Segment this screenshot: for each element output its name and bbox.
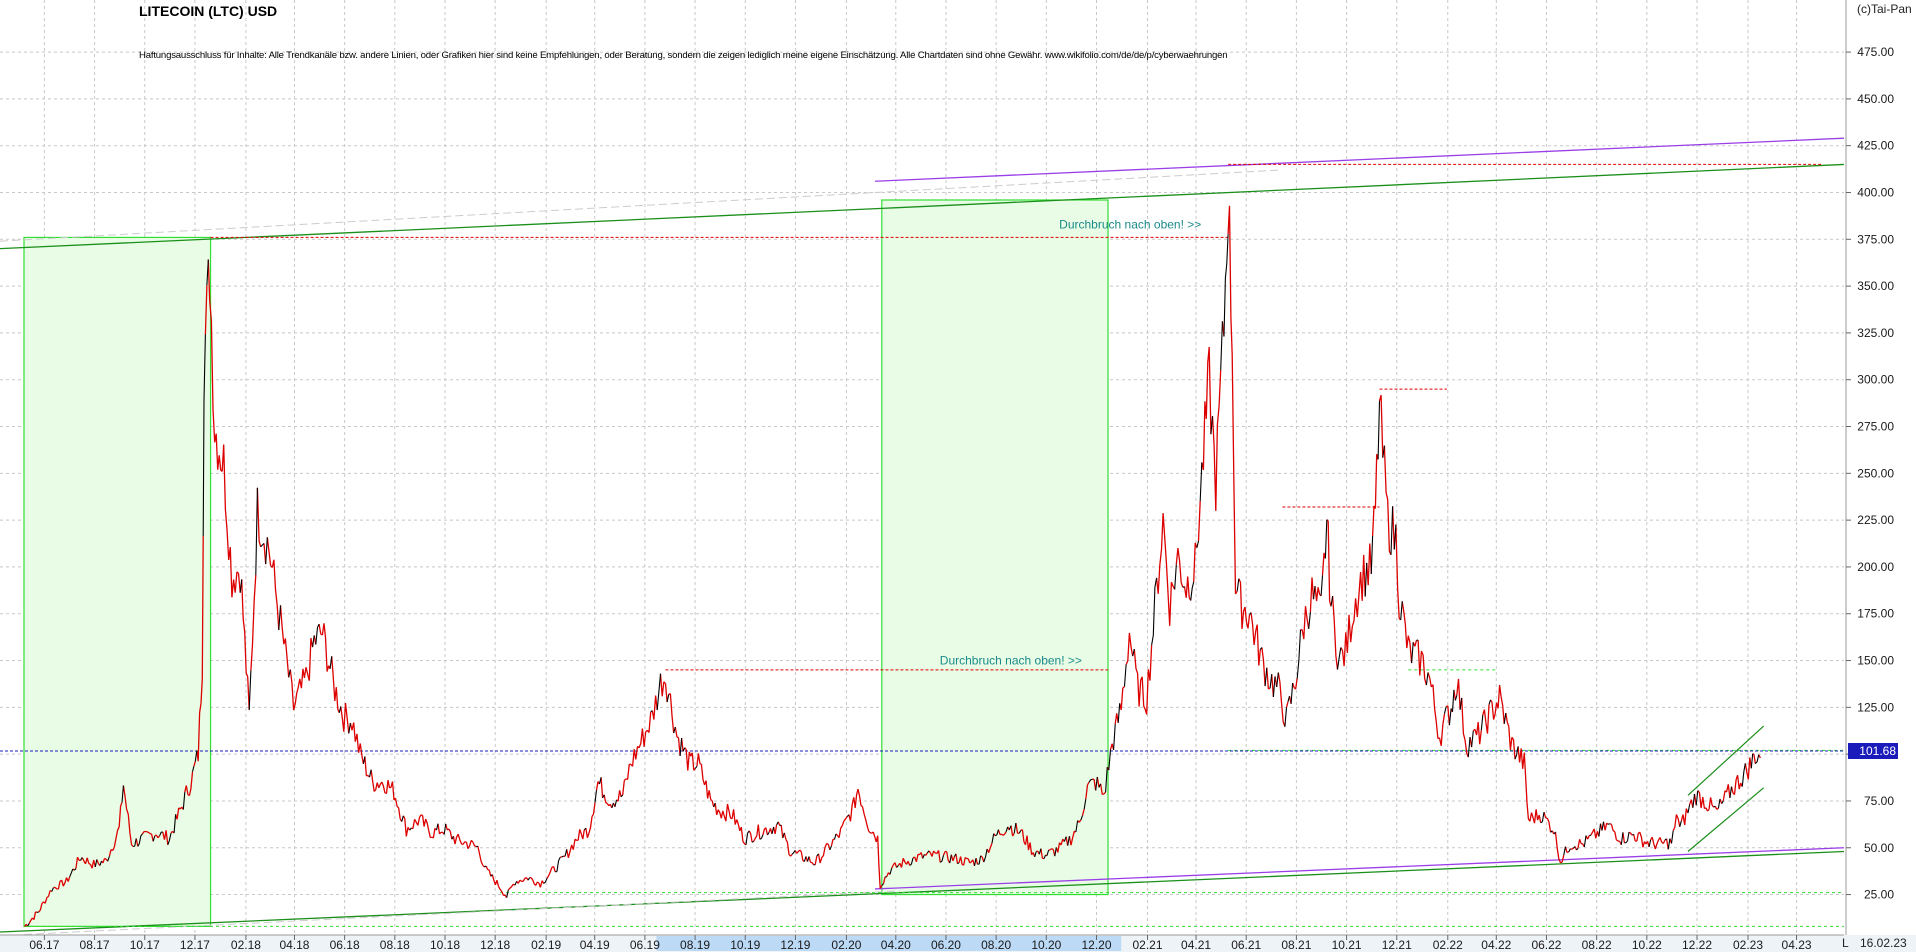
y-tick-label: 300.00 — [1857, 373, 1894, 387]
price-series — [24, 205, 1761, 927]
lower-grey-dashed-line — [4, 890, 901, 935]
annotations: Durchbruch nach oben! >> Durchbruch nach … — [940, 217, 1201, 667]
x-tick-label: 10.19 — [730, 938, 760, 952]
highlight-box-2 — [881, 199, 1109, 896]
y-tick-label: 250.00 — [1857, 466, 1894, 480]
lower-green-trendline — [0, 850, 1844, 933]
y-tick-label: 275.00 — [1857, 420, 1894, 434]
y-tick-label: 475.00 — [1857, 45, 1894, 59]
x-tick-label: 12.21 — [1382, 938, 1412, 952]
y-tick-label: 25.00 — [1864, 888, 1894, 902]
breakout-annotation: Durchbruch nach oben! >> — [1059, 217, 1201, 231]
upper-green-trendline — [0, 163, 1844, 250]
x-tick-label: 10.18 — [430, 938, 460, 952]
grid — [0, 0, 1844, 935]
x-tick-label: 06.20 — [931, 938, 961, 952]
y-tick-label: 450.00 — [1857, 92, 1894, 106]
x-tick-label: 08.19 — [680, 938, 710, 952]
x-tick-label: 08.21 — [1281, 938, 1311, 952]
y-tick-label: 200.00 — [1857, 560, 1894, 574]
breakout-annotation: Durchbruch nach oben! >> — [940, 654, 1082, 668]
x-tick-label: 06.21 — [1231, 938, 1261, 952]
x-tick-label: 02.19 — [531, 938, 561, 952]
x-tick-label: 04.18 — [279, 938, 309, 952]
x-tick-label: 06.18 — [330, 938, 360, 952]
x-tick-label: 04.19 — [580, 938, 610, 952]
x-tick-label: 12.20 — [1081, 938, 1111, 952]
price-line-down — [24, 205, 1761, 927]
channel-lower — [1687, 787, 1765, 852]
y-tick-label: 175.00 — [1857, 607, 1894, 621]
price-line-up — [27, 234, 1760, 927]
y-tick-label: 400.00 — [1857, 185, 1894, 199]
x-tick-label: 02.21 — [1132, 938, 1162, 952]
x-tick-label: 02.23 — [1733, 938, 1763, 952]
x-tick-label: 06.19 — [630, 938, 660, 952]
x-tick-label: 06.22 — [1531, 938, 1561, 952]
y-tick-label: 425.00 — [1857, 139, 1894, 153]
x-axis: 06.17 08.17 10.17 12.17 02.18 04.18 06.18 08.18… — [0, 934, 1916, 952]
lower-purple-trendline — [874, 847, 1844, 890]
x-tick-label: 12.17 — [180, 938, 210, 952]
y-tick-label: 150.00 — [1857, 654, 1894, 668]
x-tick-label: 04.23 — [1782, 938, 1812, 952]
trend-lines — [0, 137, 1844, 935]
x-tick-label: 04.21 — [1181, 938, 1211, 952]
y-tick-label: 75.00 — [1864, 794, 1894, 808]
x-tick-label: 02.18 — [231, 938, 261, 952]
current-date-label: 16.02.23 — [1860, 936, 1907, 950]
y-tick-label: 50.00 — [1864, 841, 1894, 855]
x-tick-label: 10.22 — [1632, 938, 1662, 952]
channel-upper — [1687, 725, 1765, 796]
upper-purple-trendline — [874, 137, 1844, 182]
x-tick-label: 10.20 — [1031, 938, 1061, 952]
chart-title: LITECOIN (LTC) USD — [139, 3, 278, 19]
x-tick-label: 08.20 — [981, 938, 1011, 952]
y-tick-label: 225.00 — [1857, 513, 1894, 527]
x-tick-label: 04.20 — [881, 938, 911, 952]
x-tick-label: 12.19 — [780, 938, 810, 952]
last-price-value: 101.68 — [1859, 744, 1896, 758]
x-axis-highlight — [656, 936, 1122, 951]
x-tick-label: 10.17 — [130, 938, 160, 952]
x-tick-label: 02.22 — [1433, 938, 1463, 952]
disclaimer-text: Haftungsausschluss für Inhalte: Alle Tre… — [139, 50, 1228, 61]
x-tick-label: 08.22 — [1582, 938, 1612, 952]
x-tick-label: 08.18 — [380, 938, 410, 952]
x-tick-label: 10.21 — [1332, 938, 1362, 952]
last-price-box — [1848, 742, 1898, 759]
x-tick-label: 12.18 — [480, 938, 510, 952]
y-tick-label: 125.00 — [1857, 700, 1894, 714]
highlight-box-1 — [23, 236, 212, 927]
x-tick-label: 04.22 — [1481, 938, 1511, 952]
x-tick-label: 06.17 — [29, 938, 59, 952]
upper-grey-dashed-line — [0, 169, 1281, 242]
x-tick-label: 08.17 — [80, 938, 110, 952]
x-tick-label: 02.20 — [831, 938, 861, 952]
highlight-boxes — [23, 199, 1109, 927]
y-tick-label: 375.00 — [1857, 232, 1894, 246]
y-tick-label: 350.00 — [1857, 279, 1894, 293]
x-tick-label: 12.22 — [1682, 938, 1712, 952]
y-tick-label: 325.00 — [1857, 326, 1894, 340]
y-axis: 25.0050.0075.00100.00125.00150.00175.002… — [1845, 0, 1898, 935]
copyright-label: (c)Tai-Pan — [1857, 2, 1912, 16]
scroll-marker[interactable]: L — [1842, 936, 1849, 950]
